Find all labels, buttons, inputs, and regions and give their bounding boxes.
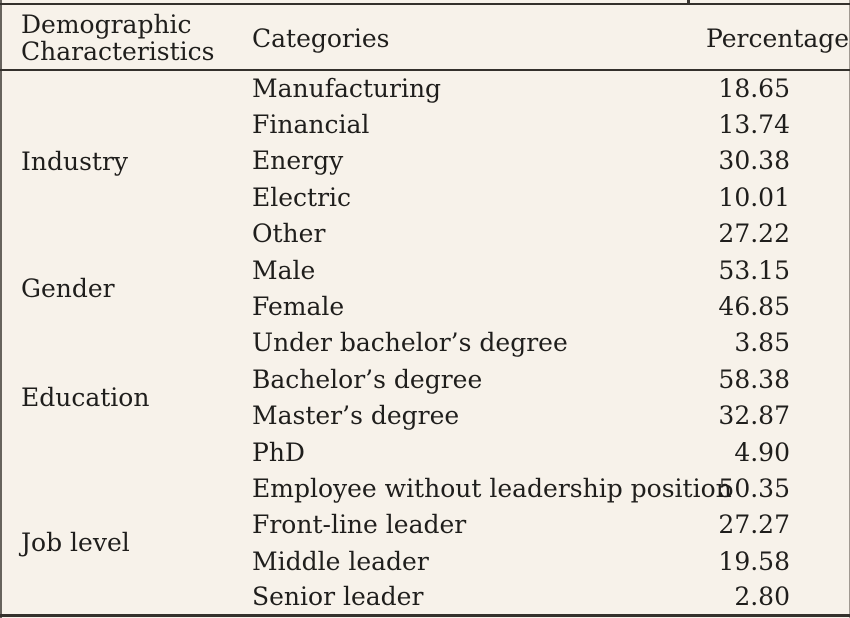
category-cell: Under bachelor’s degree — [252, 328, 568, 358]
category-cell: Senior leader — [252, 582, 424, 612]
category-cell: Middle leader — [252, 546, 429, 576]
percentage-cell: 27.22 — [718, 219, 790, 249]
percentage-cell: 30.38 — [718, 146, 790, 176]
table-row: Bachelor’s degree 58.38 — [0, 361, 850, 397]
group-label-education: Education — [21, 383, 150, 413]
table-row: Female 46.85 — [0, 288, 850, 324]
percentage-cell: 27.27 — [718, 510, 790, 540]
category-cell: Electric — [252, 182, 352, 212]
table-row: Middle leader 19.58 — [0, 543, 850, 579]
percentage-cell: 2.80 — [734, 582, 790, 612]
table-row: Gender Male 53.15 — [0, 252, 850, 303]
group-label-job-level: Job level — [21, 527, 130, 557]
category-cell: Manufacturing — [252, 74, 442, 104]
percentage-cell: 4.90 — [734, 437, 790, 467]
table-row: Industry Manufacturing 18.65 — [0, 70, 850, 176]
table-row: PhD 4.90 — [0, 434, 850, 470]
column-header-percentage: Percentage — [705, 4, 850, 71]
group-label-gender: Gender — [21, 273, 115, 303]
category-cell: PhD — [252, 437, 305, 467]
header-row: Demographic Characteristics Categories P… — [0, 4, 850, 71]
table-row: Front-line leader 27.27 — [0, 507, 850, 543]
top-tick-artifact — [687, 0, 690, 5]
table-header: Demographic Characteristics Categories P… — [0, 4, 850, 71]
category-cell: Front-line leader — [252, 510, 467, 540]
table-body: Industry Manufacturing 18.65 Financial 1… — [0, 70, 850, 616]
percentage-cell: 13.74 — [718, 110, 790, 140]
percentage-cell: 18.65 — [718, 74, 790, 104]
column-header-demographic-characteristics: Demographic Characteristics — [0, 4, 250, 71]
category-cell: Financial — [252, 110, 370, 140]
percentage-cell: 19.58 — [718, 546, 790, 576]
table-row: Master’s degree 32.87 — [0, 398, 850, 434]
percentage-cell: 10.01 — [718, 182, 790, 212]
demographics-table: Demographic Characteristics Categories P… — [0, 3, 850, 618]
table-row: Senior leader 2.80 — [0, 579, 850, 615]
category-cell: Bachelor’s degree — [252, 364, 483, 394]
category-cell: Employee without leadership position — [252, 473, 732, 503]
percentage-cell: 58.38 — [718, 364, 790, 394]
table-row: Energy 30.38 — [0, 143, 850, 179]
table-row: Education Under bachelor’s degree 3.85 — [0, 325, 850, 412]
group-label-industry: Industry — [21, 146, 129, 176]
category-cell: Energy — [252, 146, 344, 176]
category-cell: Female — [252, 292, 345, 322]
table-row: Electric 10.01 — [0, 179, 850, 215]
percentage-cell: 53.15 — [718, 255, 790, 285]
category-cell: Master’s degree — [252, 401, 460, 431]
category-cell: Other — [252, 219, 326, 249]
table-row: Job level Employee without leadership po… — [0, 470, 850, 557]
percentage-cell: 32.87 — [718, 401, 790, 431]
percentage-cell: 46.85 — [718, 292, 790, 322]
table-row: Financial 13.74 — [0, 106, 850, 142]
percentage-cell: 50.35 — [718, 473, 790, 503]
left-edge-artifact — [0, 0, 2, 618]
category-cell: Male — [252, 255, 316, 285]
table-row: Other 27.22 — [0, 216, 850, 252]
column-header-categories: Categories — [250, 4, 705, 71]
percentage-cell: 3.85 — [734, 328, 790, 358]
